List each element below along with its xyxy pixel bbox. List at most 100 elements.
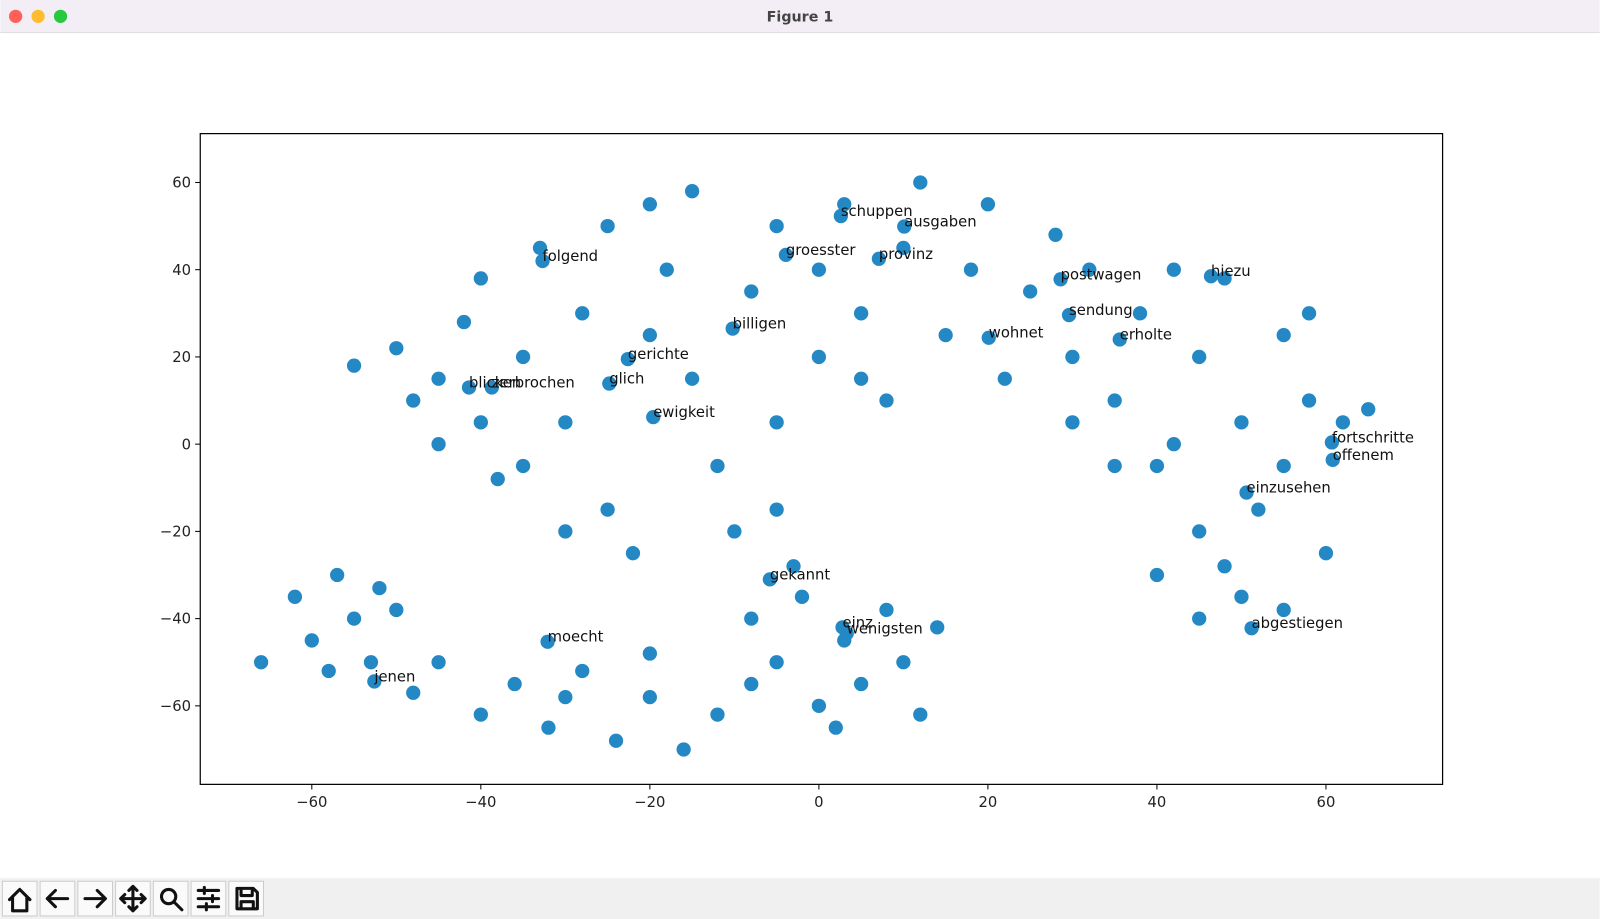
point: [642, 689, 657, 705]
point: [473, 271, 488, 286]
annotation: glich: [609, 371, 644, 388]
zoom-tool-button[interactable]: [152, 880, 189, 917]
annotation: gekannt: [770, 566, 831, 583]
point: [1234, 589, 1249, 604]
point: [431, 437, 446, 452]
annotated-point: [871, 251, 887, 266]
annotated-point: [725, 321, 740, 336]
point: [253, 655, 269, 670]
annotation: zerbrochen: [492, 374, 575, 391]
point: [541, 720, 556, 735]
point: [811, 262, 827, 277]
save-button[interactable]: [228, 880, 265, 917]
back-button[interactable]: [39, 880, 76, 917]
zoom-button[interactable]: [53, 9, 68, 23]
point: [287, 589, 303, 604]
point: [1166, 262, 1181, 277]
x-tick-label: −60: [296, 794, 327, 811]
annotation: wohnet: [989, 325, 1044, 342]
toolbar: [0, 878, 1600, 919]
point: [1082, 262, 1097, 277]
point: [811, 349, 827, 365]
point: [1335, 415, 1351, 430]
x-tick-label: 60: [1317, 794, 1336, 811]
point: [769, 415, 784, 430]
annotated-point: [839, 626, 854, 641]
annotation: sendung: [1069, 302, 1133, 319]
point: [625, 546, 641, 561]
y-tick-label: −20: [160, 523, 191, 540]
point: [1276, 458, 1291, 474]
pan-button[interactable]: [115, 880, 151, 917]
annotation: wenigsten: [847, 620, 923, 637]
annotated-point: [1325, 452, 1340, 468]
annotated-point: [897, 219, 912, 234]
forward-button[interactable]: [77, 880, 114, 917]
y-tick-label: 60: [172, 175, 191, 192]
point: [321, 663, 336, 679]
point: [710, 707, 725, 722]
y-tick-label: 0: [182, 436, 191, 453]
point: [769, 218, 784, 234]
point: [1023, 284, 1038, 299]
point: [710, 458, 725, 474]
point: [854, 371, 869, 386]
annotation: moecht: [548, 629, 604, 646]
point: [1048, 227, 1063, 242]
annotated-point: [833, 208, 848, 224]
point: [1192, 524, 1207, 539]
point: [1217, 559, 1232, 574]
point: [406, 393, 421, 408]
annotation: provinz: [879, 246, 933, 263]
point: [372, 580, 387, 596]
point: [558, 524, 573, 539]
annotation: erholte: [1120, 326, 1172, 343]
y-tick-label: −60: [160, 698, 191, 715]
point: [854, 676, 869, 692]
annotated-point: [762, 572, 778, 587]
axes-frame: [199, 133, 1444, 785]
point: [769, 655, 784, 670]
point: [837, 197, 852, 212]
point: [1132, 306, 1148, 321]
point: [515, 349, 531, 365]
point: [744, 611, 759, 626]
point: [879, 602, 894, 618]
annotated-point: [367, 674, 382, 689]
annotation: blicken: [469, 374, 521, 391]
point: [1065, 349, 1080, 365]
title-bar: [0, 0, 1600, 33]
minimize-button[interactable]: [31, 9, 45, 23]
point: [1192, 611, 1207, 626]
annotation: jenen: [373, 668, 415, 685]
configure-button[interactable]: [190, 880, 227, 917]
annotated-point: [461, 380, 477, 395]
point: [997, 371, 1012, 386]
point: [744, 284, 759, 299]
annotation: ewigkeit: [653, 404, 715, 421]
point: [1361, 402, 1376, 417]
annotation: hiezu: [1211, 263, 1251, 280]
point: [896, 655, 911, 670]
point: [515, 458, 531, 474]
point: [1318, 546, 1334, 561]
point: [794, 589, 810, 604]
x-tick-label: −20: [634, 794, 665, 811]
point: [769, 502, 784, 517]
annotated-point: [484, 380, 499, 395]
point: [330, 567, 345, 583]
home-button[interactable]: [1, 880, 38, 917]
point: [575, 306, 590, 321]
y-tick-label: 40: [172, 262, 191, 279]
point: [532, 240, 548, 256]
x-tick-label: −40: [465, 794, 496, 811]
point: [406, 685, 421, 700]
point: [727, 524, 742, 539]
point: [1192, 349, 1207, 365]
point: [473, 707, 488, 722]
point: [1107, 458, 1122, 474]
point: [600, 218, 615, 234]
close-button[interactable]: [9, 9, 23, 23]
